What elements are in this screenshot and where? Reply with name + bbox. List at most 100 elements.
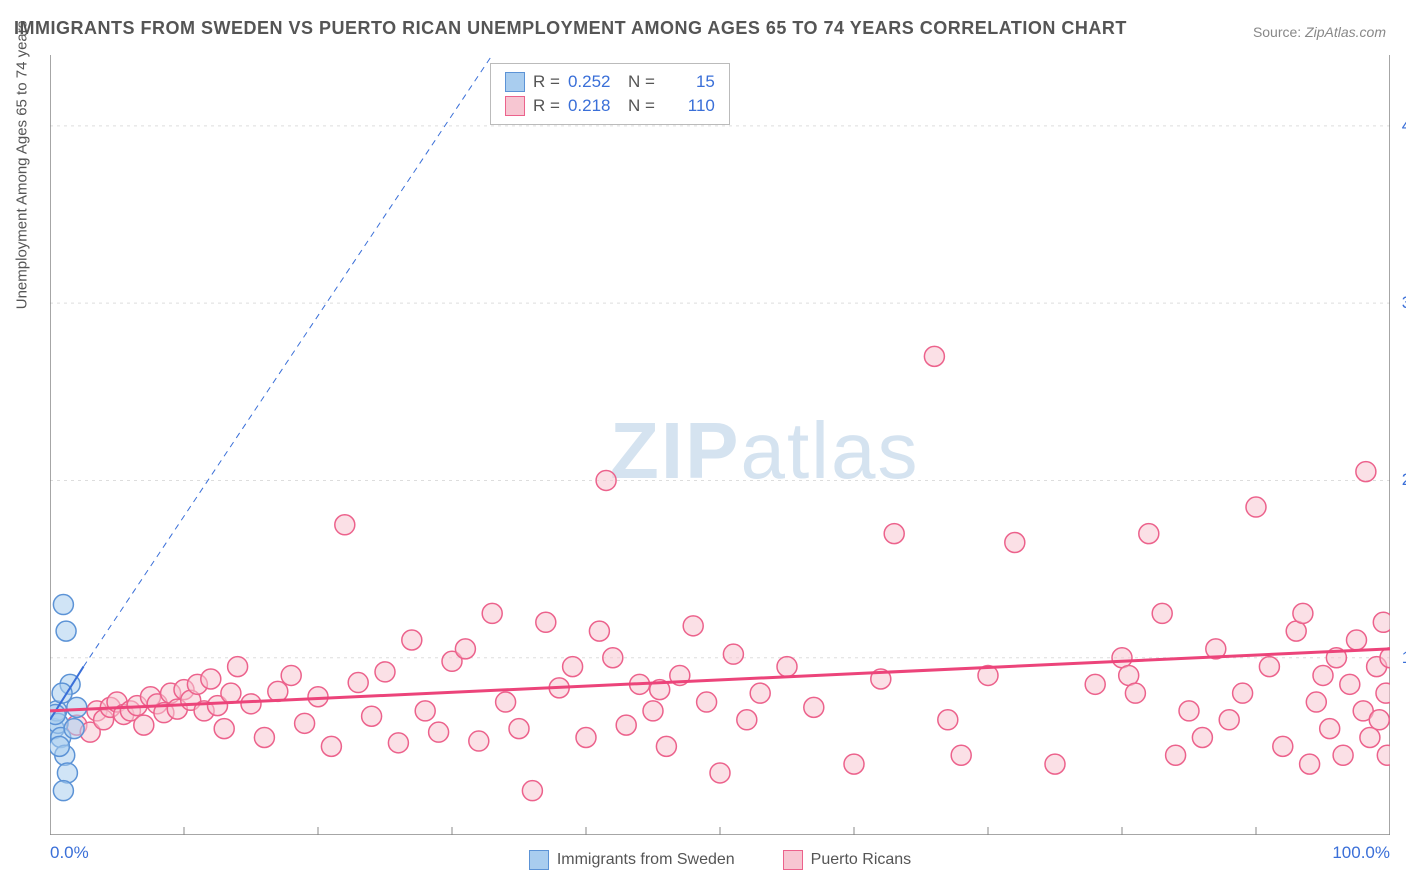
data-point [777, 657, 797, 677]
data-point [1377, 745, 1390, 765]
data-point [1347, 630, 1367, 650]
data-point [1233, 683, 1253, 703]
data-point [951, 745, 971, 765]
data-point [295, 713, 315, 733]
data-point [1152, 603, 1172, 623]
data-point [281, 665, 301, 685]
data-point [201, 669, 221, 689]
data-point [388, 733, 408, 753]
data-point [1293, 603, 1313, 623]
data-point [348, 673, 368, 693]
data-point [1259, 657, 1279, 677]
data-point [1300, 754, 1320, 774]
data-point [228, 657, 248, 677]
chart-container: Unemployment Among Ages 65 to 74 years Z… [50, 55, 1390, 835]
data-point [50, 736, 69, 756]
data-point [924, 346, 944, 366]
data-point [469, 731, 489, 751]
data-point [603, 648, 623, 668]
legend-stat-row: R = 0.252 N = 15 [505, 70, 715, 94]
data-point [1192, 728, 1212, 748]
data-point [1139, 524, 1159, 544]
stat-n-label: N = [628, 72, 655, 92]
data-point [1333, 745, 1353, 765]
legend-swatch [783, 850, 803, 870]
data-point [134, 715, 154, 735]
data-point [1125, 683, 1145, 703]
source-credit: Source: ZipAtlas.com [1253, 24, 1386, 40]
data-point [1179, 701, 1199, 721]
data-point [1373, 612, 1390, 632]
data-point [804, 697, 824, 717]
data-point [214, 719, 234, 739]
source-value: ZipAtlas.com [1305, 24, 1386, 40]
scatter-plot [50, 55, 1390, 835]
data-point [321, 736, 341, 756]
legend-stat-row: R = 0.218 N = 110 [505, 94, 715, 118]
stat-r-label: R = [533, 96, 560, 116]
y-tick-label: 10.0% [1402, 648, 1406, 668]
source-label: Source: [1253, 24, 1301, 40]
data-point [596, 470, 616, 490]
stat-n-value: 15 [663, 72, 715, 92]
legend-bottom: Immigrants from Sweden Puerto Ricans [50, 850, 1390, 875]
data-point [415, 701, 435, 721]
data-point [482, 603, 502, 623]
data-point [455, 639, 475, 659]
data-point [57, 763, 77, 783]
chart-title: IMMIGRANTS FROM SWEDEN VS PUERTO RICAN U… [14, 18, 1127, 39]
data-point [938, 710, 958, 730]
data-point [576, 728, 596, 748]
y-tick-label: 20.0% [1402, 470, 1406, 490]
data-point [375, 662, 395, 682]
data-point [362, 706, 382, 726]
legend-swatch [505, 72, 525, 92]
data-point [1045, 754, 1065, 774]
data-point [429, 722, 449, 742]
data-point [1360, 728, 1380, 748]
data-point [710, 763, 730, 783]
data-point [1306, 692, 1326, 712]
data-point [1376, 683, 1390, 703]
data-point [1246, 497, 1266, 517]
data-point [1085, 674, 1105, 694]
legend-label: Immigrants from Sweden [557, 851, 735, 869]
legend-item: Puerto Ricans [783, 850, 912, 870]
data-point [496, 692, 516, 712]
y-tick-label: 40.0% [1402, 116, 1406, 136]
data-point [697, 692, 717, 712]
data-point [1320, 719, 1340, 739]
data-point [402, 630, 422, 650]
data-point [1166, 745, 1186, 765]
data-point [56, 621, 76, 641]
stat-r-value: 0.252 [568, 72, 620, 92]
data-point [884, 524, 904, 544]
data-point [1005, 533, 1025, 553]
data-point [1273, 736, 1293, 756]
data-point [522, 781, 542, 801]
data-point [589, 621, 609, 641]
legend-item: Immigrants from Sweden [529, 850, 735, 870]
data-point [221, 683, 241, 703]
legend-swatch [529, 850, 549, 870]
trend-line-extrapolated [84, 55, 493, 667]
data-point [1313, 665, 1333, 685]
y-axis-label: Unemployment Among Ages 65 to 74 years [14, 21, 31, 310]
data-point [643, 701, 663, 721]
data-point [1356, 462, 1376, 482]
data-point [53, 595, 73, 615]
legend-swatch [505, 96, 525, 116]
data-point [1369, 710, 1389, 730]
data-point [268, 681, 288, 701]
y-tick-label: 30.0% [1402, 293, 1406, 313]
stat-n-value: 110 [663, 96, 715, 116]
data-point [1219, 710, 1239, 730]
data-point [656, 736, 676, 756]
data-point [241, 694, 261, 714]
data-point [335, 515, 355, 535]
data-point [254, 728, 274, 748]
legend-stats: R = 0.252 N = 15 R = 0.218 N = 110 [490, 63, 730, 125]
stat-n-label: N = [628, 96, 655, 116]
data-point [616, 715, 636, 735]
data-point [750, 683, 770, 703]
